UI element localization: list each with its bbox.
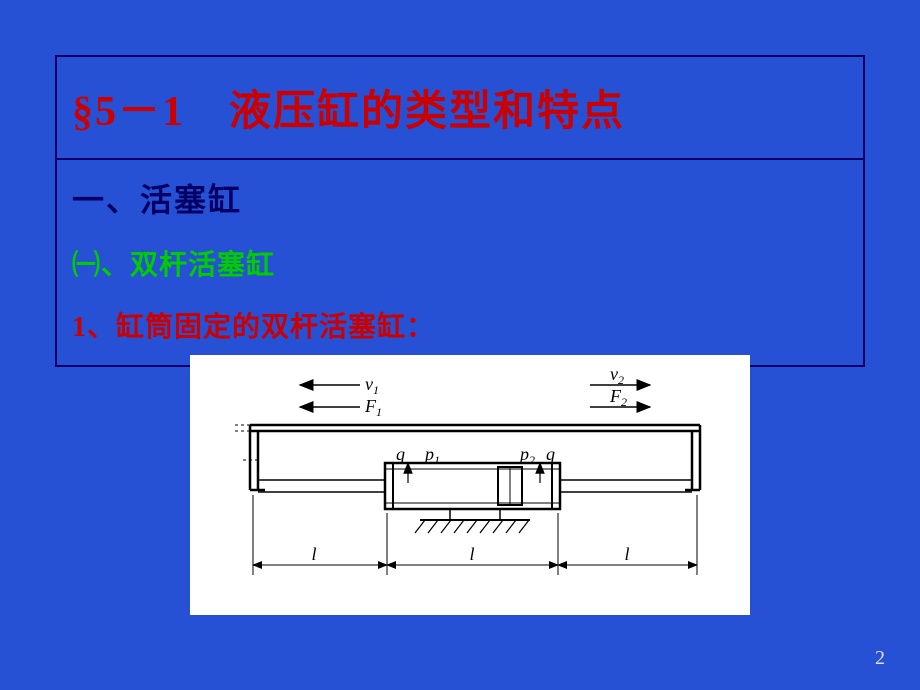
svg-text:v1: v1	[365, 374, 379, 397]
content-box: §5－1 液压缸的类型和特点 一、活塞缸 ㈠、双杆活塞缸 1、缸筒固定的双杆活塞…	[55, 55, 865, 367]
body-row: 一、活塞缸 ㈠、双杆活塞缸 1、缸筒固定的双杆活塞缸：	[57, 160, 863, 365]
svg-text:q: q	[546, 444, 555, 464]
heading-level-2: ㈠、双杆活塞缸	[72, 243, 848, 283]
heading-level-1: 一、活塞缸	[72, 175, 848, 221]
svg-text:l: l	[624, 544, 629, 564]
svg-text:p2: p2	[518, 444, 535, 467]
slide-title: §5－1 液压缸的类型和特点	[72, 77, 848, 138]
svg-text:F2: F2	[609, 386, 627, 409]
page-number: 2	[875, 647, 885, 670]
diagram-container: v1 F1 v2 F2	[190, 355, 750, 615]
svg-text:q: q	[396, 444, 405, 464]
hydraulic-cylinder-diagram: v1 F1 v2 F2	[190, 355, 750, 615]
svg-text:l: l	[311, 544, 316, 564]
svg-text:v2: v2	[610, 364, 624, 387]
title-row: §5－1 液压缸的类型和特点	[57, 57, 863, 160]
svg-text:p1: p1	[423, 444, 440, 467]
svg-text:l: l	[469, 544, 474, 564]
svg-text:F1: F1	[364, 396, 382, 419]
heading-level-3: 1、缸筒固定的双杆活塞缸：	[72, 305, 848, 345]
